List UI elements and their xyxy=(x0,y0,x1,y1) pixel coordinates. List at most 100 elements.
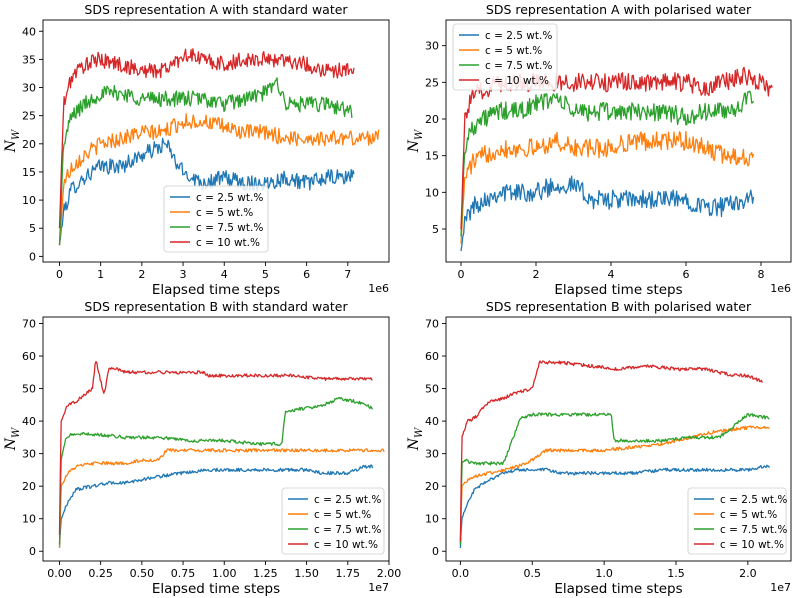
y-tick-label: 70 xyxy=(22,318,36,331)
x-tick-label: 4 xyxy=(608,268,615,281)
axes-frame xyxy=(445,19,792,263)
x-offset-label: 1e7 xyxy=(368,581,389,594)
x-tick-label: 1.0 xyxy=(595,567,613,580)
legend-label: c = 2.5 wt.% xyxy=(720,494,787,506)
x-tick-label: 1.5 xyxy=(667,567,685,580)
y-tick-label: 5 xyxy=(432,223,439,236)
y-tick-label: 50 xyxy=(425,383,439,396)
axes-frame xyxy=(42,19,390,263)
y-tick-label: 30 xyxy=(22,82,36,95)
y-tick-label: 30 xyxy=(22,448,36,461)
series-line-2 xyxy=(58,448,385,549)
series-line-3 xyxy=(460,90,755,237)
x-tick-label: 4 xyxy=(221,268,228,281)
legend: c = 2.5 wt.% c = 5 wt.% c = 7.5 wt.% c = 10… xyxy=(687,487,787,555)
x-tick-label: 5 xyxy=(262,268,269,281)
y-tick-label: 70 xyxy=(425,318,439,331)
axes-frame xyxy=(42,316,390,562)
y-tick-label: 25 xyxy=(22,110,36,123)
y-tick-label: 0 xyxy=(29,250,36,263)
y-tick-label: 10 xyxy=(425,186,439,199)
y-tick-label: 40 xyxy=(425,415,439,428)
y-tick-label: 0 xyxy=(432,545,439,558)
y-tick-label: 10 xyxy=(22,194,36,207)
y-tick-label: 60 xyxy=(22,350,36,363)
y-axis-label: NW xyxy=(406,129,425,153)
y-tick-label: 30 xyxy=(425,40,439,53)
legend-box xyxy=(163,185,269,253)
legend-label: c = 2.5 wt.% xyxy=(196,192,263,204)
legend-label: c = 7.5 wt.% xyxy=(196,222,263,234)
x-tick-label: 0.5 xyxy=(524,567,542,580)
x-offset-label: 1e6 xyxy=(770,282,791,295)
legend-label: c = 2.5 wt.% xyxy=(314,494,381,506)
x-offset-label: 1e7 xyxy=(770,581,791,594)
x-axis-label: Elapsed time steps xyxy=(152,282,280,298)
x-tick-label: 1.25 xyxy=(253,567,278,580)
chart-title: SDS representation A with polarised wate… xyxy=(486,2,752,17)
y-tick-label: 20 xyxy=(22,480,36,493)
y-tick-label: 40 xyxy=(22,415,36,428)
x-tick-label: 1 xyxy=(97,268,104,281)
legend-label: c = 5 wt.% xyxy=(314,509,371,521)
x-tick-label: 2 xyxy=(533,268,540,281)
x-tick-label: 6 xyxy=(303,268,310,281)
chart-panel-3: 0.00 0.25 0.50 0.75 1.00 1.25 1.50 1.75 2.00 0 10 2… xyxy=(3,299,401,597)
x-tick-label: 6 xyxy=(683,268,690,281)
y-tick-label: 20 xyxy=(22,138,36,151)
x-tick-label: 0.50 xyxy=(130,567,155,580)
chart-title: SDS representation B with polarised wate… xyxy=(486,299,752,314)
y-tick-label: 35 xyxy=(22,53,36,66)
x-offset-label: 1e6 xyxy=(368,282,389,295)
chart-panel-2: 0 2 4 6 8 5 10 15 20 25 30 SDS representation A wit… xyxy=(406,2,792,298)
x-axis-label: Elapsed time steps xyxy=(554,581,682,597)
axes-frame xyxy=(445,316,792,562)
series-line-1 xyxy=(58,464,374,549)
series-line-1 xyxy=(460,175,755,252)
series-line-2 xyxy=(459,425,770,545)
chart-title: SDS representation A with standard water xyxy=(84,2,348,17)
series-line-1 xyxy=(58,137,355,246)
legend-label: c = 5 wt.% xyxy=(720,509,777,521)
chart-title: SDS representation B with standard water xyxy=(84,299,348,314)
legend-label: c = 10 wt.% xyxy=(314,539,378,551)
series-line-3 xyxy=(58,396,374,545)
legend-label: c = 10 wt.% xyxy=(485,75,549,87)
x-tick-label: 8 xyxy=(758,268,765,281)
x-axis-label: Elapsed time steps xyxy=(152,581,280,597)
y-tick-label: 20 xyxy=(425,480,439,493)
legend: c = 2.5 wt.% c = 5 wt.% c = 7.5 wt.% c = 10… xyxy=(281,487,385,555)
legend: c = 2.5 wt.% c = 5 wt.% c = 7.5 wt.% c = 10… xyxy=(452,23,558,91)
x-axis-label: Elapsed time steps xyxy=(554,282,682,298)
x-tick-label: 0.25 xyxy=(88,567,113,580)
legend-label: c = 7.5 wt.% xyxy=(314,524,381,536)
y-axis-label: NW xyxy=(3,427,22,451)
series-line-1 xyxy=(459,464,770,549)
y-axis-label: NW xyxy=(406,427,425,451)
x-tick-label: 0.0 xyxy=(452,567,470,580)
y-tick-label: 10 xyxy=(22,513,36,526)
chart-panel-4: 0.0 0.5 1.0 1.5 2.0 0 10 20 30 40 50 60 70 SDS repres… xyxy=(406,299,792,597)
series-line-3 xyxy=(58,77,353,246)
series-line-2 xyxy=(460,130,755,244)
legend-label: c = 2.5 wt.% xyxy=(485,30,552,42)
series-line-3 xyxy=(459,412,770,545)
x-tick-label: 2 xyxy=(138,268,145,281)
legend-box xyxy=(281,487,385,555)
x-tick-label: 0 xyxy=(458,268,465,281)
x-tick-label: 2.00 xyxy=(377,567,402,580)
x-tick-label: 2.0 xyxy=(739,567,757,580)
x-tick-label: 1.50 xyxy=(294,567,319,580)
legend: c = 2.5 wt.% c = 5 wt.% c = 7.5 wt.% c = 10… xyxy=(163,185,269,253)
y-tick-label: 40 xyxy=(22,25,36,38)
x-tick-label: 7 xyxy=(344,268,351,281)
y-tick-label: 50 xyxy=(22,383,36,396)
series-line-4 xyxy=(58,48,355,229)
legend-box xyxy=(452,23,558,91)
y-tick-label: 15 xyxy=(22,166,36,179)
y-tick-label: 10 xyxy=(425,513,439,526)
x-tick-label: 0.75 xyxy=(171,567,196,580)
legend-label: c = 7.5 wt.% xyxy=(485,60,552,72)
y-axis-label: NW xyxy=(3,129,22,153)
